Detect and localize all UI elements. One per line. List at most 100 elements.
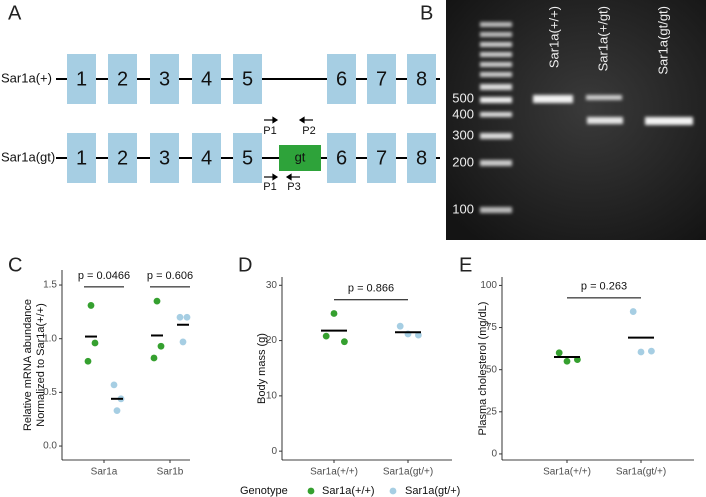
point [91,339,99,347]
y-tick-label: 10 [266,391,278,402]
point [84,357,92,365]
exon [367,133,396,183]
exon-label: 2 [117,147,128,169]
exon-label: 2 [117,68,128,90]
ladder-label: 400 [452,106,474,121]
ladder-label: 300 [452,127,474,142]
exon-label: 6 [336,68,347,90]
exon [407,133,436,183]
gene-trap [279,145,321,171]
gel-bands [480,22,693,213]
point [322,332,330,340]
primer-label: P3 [287,181,300,193]
y-tick-label: 25 [486,406,498,417]
point [150,354,158,362]
exon-label: 3 [159,68,170,90]
point [110,381,118,389]
y-axis-label: Relative mRNA abundance [22,299,34,431]
point [330,310,338,317]
p-value: p = 0.866 [348,283,394,295]
y-tick-label: 0 [271,446,277,457]
legend-swatch [307,487,315,495]
x-tick-label: Sar1a(+/+) [310,467,358,478]
exon [327,54,356,104]
exon-label: 4 [201,68,212,90]
primer-label: P2 [302,125,315,137]
ladder-label: 500 [452,90,474,105]
panel-letter: C [8,254,22,276]
panel-letter: B [420,2,433,24]
exon-label: 5 [242,68,253,90]
y-tick-label: 0 [491,449,497,460]
exon-label: 7 [376,147,387,169]
point [341,338,348,346]
point [563,357,571,365]
exon-label: 8 [416,147,427,169]
y-axis-label: Plasma cholesterol (mg/dL) [477,302,489,436]
exon [192,133,221,183]
exon-label: 4 [201,147,212,169]
legend-label: Sar1a(gt/+) [405,485,460,497]
y-tick-label: 100 [480,280,497,291]
point [176,313,184,321]
exon-label: 1 [76,147,87,169]
exon-label: 5 [242,147,253,169]
exon [67,54,96,104]
primer-arrows [264,116,313,181]
point [648,347,655,355]
lane-label: Sar1a(gt/gt) [655,6,670,75]
exon-label: 7 [376,68,387,90]
point [415,331,422,339]
x-tick-label: Sar1a(+/+) [543,467,591,478]
y-tick-label: 30 [266,280,278,291]
y-tick-label: 0.5 [43,387,57,398]
lane-label: Sar1a(+/+) [546,6,561,68]
primer-label: P1 [263,125,276,137]
row-label: Sar1a(gt) [1,149,55,164]
p-value: p = 0.606 [147,270,193,282]
point [629,308,637,315]
y-axis-label: Body mass (g) [256,333,268,404]
y-tick-label: 20 [266,335,278,346]
exon-label: 1 [76,68,87,90]
exon [67,133,96,183]
panel-letter: D [238,254,252,276]
point [87,302,95,309]
point [396,322,404,330]
point [183,313,191,321]
row-label: Sar1a(+) [1,70,52,85]
exon-label: 8 [416,68,427,90]
point [113,407,121,415]
exon [327,133,356,183]
exon [233,133,262,183]
exon [367,54,396,104]
primer-label: P1 [263,181,276,193]
x-tick-label: Sar1a [91,467,118,478]
exon [108,54,137,104]
y-tick-label: 75 [486,322,498,333]
x-tick-label: Sar1b [157,467,184,478]
ladder-label: 100 [452,201,474,216]
point [555,349,563,357]
exon [108,133,137,183]
legend-title: Genotype [240,485,288,497]
y-tick-label: 1.0 [43,333,57,344]
exon [233,54,262,104]
point [157,342,165,350]
y-axis-label: Normalized to Sar1a(+/+) [35,303,47,427]
p-value: p = 0.263 [581,281,627,293]
y-tick-label: 1.5 [43,280,57,291]
point [153,297,161,305]
gene-trap-label: gt [295,149,306,164]
panel-letter: A [8,2,22,24]
point [637,348,645,356]
lane-label: Sar1a(+/gt) [595,6,610,71]
point [179,338,187,346]
p-value: p = 0.0466 [78,270,130,282]
exon [150,133,179,183]
exon [407,54,436,104]
panel-letter: E [459,254,472,276]
exon-label: 6 [336,147,347,169]
x-tick-label: Sar1a(gt/+) [616,467,666,478]
